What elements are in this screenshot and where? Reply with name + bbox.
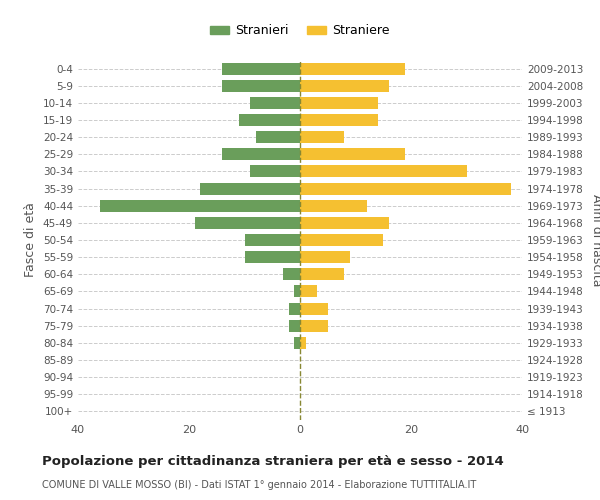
Bar (300, 234, 383, 246)
Bar (300, 131, 344, 143)
Bar (200, 182, 300, 194)
Legend: Stranieri, Straniere: Stranieri, Straniere (205, 20, 395, 42)
Bar (300, 166, 467, 177)
Y-axis label: Anni di nascita: Anni di nascita (590, 194, 600, 286)
Bar (300, 251, 350, 263)
Bar (300, 320, 328, 332)
Bar (222, 62, 300, 74)
Bar (283, 268, 300, 280)
Bar (300, 80, 389, 92)
Bar (300, 337, 305, 349)
Bar (250, 97, 300, 109)
Bar (289, 302, 300, 314)
Bar (194, 217, 300, 229)
Bar (300, 200, 367, 211)
Bar (300, 302, 328, 314)
Bar (245, 251, 300, 263)
Bar (300, 217, 389, 229)
Bar (300, 148, 406, 160)
Bar (250, 166, 300, 177)
Bar (300, 114, 378, 126)
Bar (300, 286, 317, 298)
Bar (222, 148, 300, 160)
Bar (300, 182, 511, 194)
Text: Popolazione per cittadinanza straniera per età e sesso - 2014: Popolazione per cittadinanza straniera p… (42, 455, 504, 468)
Text: COMUNE DI VALLE MOSSO (BI) - Dati ISTAT 1° gennaio 2014 - Elaborazione TUTTITALI: COMUNE DI VALLE MOSSO (BI) - Dati ISTAT … (42, 480, 476, 490)
Y-axis label: Fasce di età: Fasce di età (25, 202, 37, 278)
Bar (300, 268, 344, 280)
Bar (300, 62, 406, 74)
Bar (289, 320, 300, 332)
Bar (100, 200, 300, 211)
Bar (245, 234, 300, 246)
Bar (295, 286, 300, 298)
Bar (239, 114, 300, 126)
Bar (222, 80, 300, 92)
Bar (300, 97, 378, 109)
Bar (295, 337, 300, 349)
Bar (256, 131, 300, 143)
